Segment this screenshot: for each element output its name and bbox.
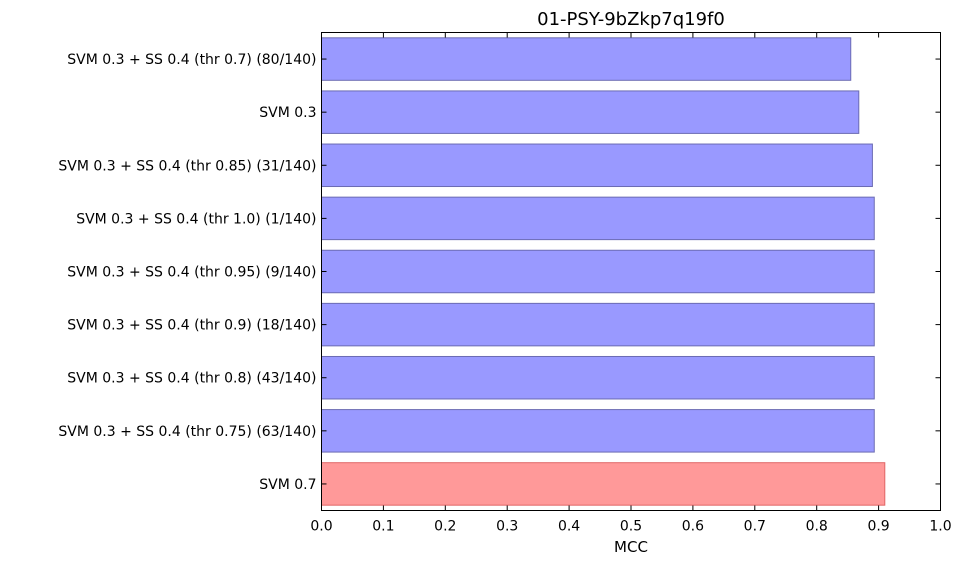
y-tick-label: SVM 0.3 + SS 0.4 (thr 0.85) (31/140) (58, 158, 316, 174)
bar (321, 249, 875, 294)
x-tick-label: 1.0 (929, 519, 951, 535)
x-axis-label: MCC (614, 538, 648, 556)
bar (321, 302, 875, 347)
y-tick-label: SVM 0.3 + SS 0.4 (thr 1.0) (1/140) (76, 211, 316, 227)
y-tick-label: SVM 0.3 (259, 105, 316, 121)
x-tick-label: 0.9 (867, 519, 889, 535)
x-tick-label: 0.3 (496, 519, 518, 535)
x-tick-label: 0.8 (806, 519, 828, 535)
x-tick-label: 0.1 (372, 519, 394, 535)
y-tick-label: SVM 0.3 + SS 0.4 (thr 0.95) (9/140) (67, 265, 316, 281)
bar (321, 196, 875, 241)
chart-title: 01-PSY-9bZkp7q19f0 (537, 9, 725, 30)
y-axis-ticks: SVM 0.3 + SS 0.4 (thr 0.7) (80/140) SVM 0… (58, 52, 941, 493)
y-tick-label: SVM 0.3 + SS 0.4 (thr 0.7) (80/140) (67, 52, 316, 68)
bars-group (321, 37, 886, 506)
bar (321, 90, 860, 134)
bar (321, 37, 852, 81)
x-tick-label: 0.5 (620, 519, 642, 535)
y-tick-label: SVM 0.7 (259, 477, 316, 493)
y-tick-label: SVM 0.3 + SS 0.4 (thr 0.8) (43/140) (67, 371, 316, 387)
x-tick-label: 0.4 (558, 519, 580, 535)
x-axis-ticks: 0.0 0.1 0.2 0.3 0.4 0.5 0.6 0.7 0.8 0.9 1.0 (310, 32, 952, 535)
y-tick-label: SVM 0.3 + SS 0.4 (thr 0.75) (63/140) (58, 424, 316, 440)
x-tick-label: 0.6 (682, 519, 704, 535)
x-tick-label: 0.0 (310, 519, 332, 535)
bar (321, 462, 886, 506)
x-tick-label: 0.7 (744, 519, 766, 535)
bar (321, 409, 875, 453)
y-tick-label: SVM 0.3 + SS 0.4 (thr 0.9) (18/140) (67, 318, 316, 334)
x-tick-label: 0.2 (434, 519, 456, 535)
bar (321, 143, 873, 188)
bar (321, 355, 875, 400)
